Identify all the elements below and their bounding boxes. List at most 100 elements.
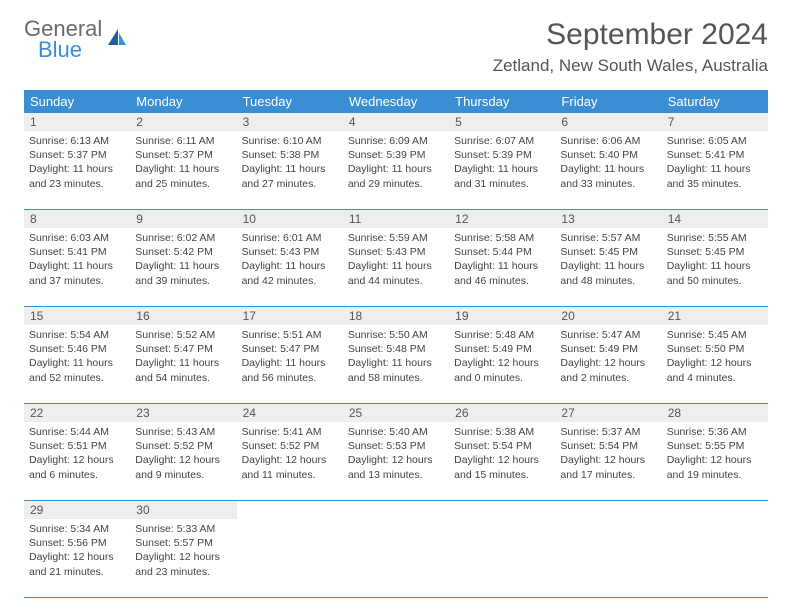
day-header-cell: Sunday xyxy=(24,90,130,113)
day-cell: Sunrise: 6:01 AMSunset: 5:43 PMDaylight:… xyxy=(237,228,343,306)
day2-line: and 6 minutes. xyxy=(29,468,125,482)
day1-line: Daylight: 11 hours xyxy=(454,259,550,273)
day1-line: Daylight: 11 hours xyxy=(29,162,125,176)
sunset-line: Sunset: 5:55 PM xyxy=(667,439,763,453)
day2-line: and 42 minutes. xyxy=(242,274,338,288)
day-number xyxy=(343,501,449,519)
day2-line: and 23 minutes. xyxy=(135,565,231,579)
sunrise-line: Sunrise: 5:37 AM xyxy=(560,425,656,439)
day-cell: Sunrise: 5:48 AMSunset: 5:49 PMDaylight:… xyxy=(449,325,555,403)
day-cell: Sunrise: 5:45 AMSunset: 5:50 PMDaylight:… xyxy=(662,325,768,403)
sunrise-line: Sunrise: 5:57 AM xyxy=(560,231,656,245)
day2-line: and 27 minutes. xyxy=(242,177,338,191)
sunset-line: Sunset: 5:53 PM xyxy=(348,439,444,453)
day1-line: Daylight: 11 hours xyxy=(242,162,338,176)
day-number: 20 xyxy=(555,307,661,325)
sunset-line: Sunset: 5:39 PM xyxy=(348,148,444,162)
sunset-line: Sunset: 5:41 PM xyxy=(29,245,125,259)
day2-line: and 56 minutes. xyxy=(242,371,338,385)
day1-line: Daylight: 12 hours xyxy=(135,453,231,467)
sunset-line: Sunset: 5:52 PM xyxy=(135,439,231,453)
day-number: 10 xyxy=(237,210,343,228)
day-number: 28 xyxy=(662,404,768,422)
day1-line: Daylight: 12 hours xyxy=(242,453,338,467)
sunset-line: Sunset: 5:49 PM xyxy=(454,342,550,356)
sunrise-line: Sunrise: 5:54 AM xyxy=(29,328,125,342)
day-number xyxy=(662,501,768,519)
day1-line: Daylight: 11 hours xyxy=(667,259,763,273)
day-number: 19 xyxy=(449,307,555,325)
empty-cell xyxy=(555,519,661,597)
sunset-line: Sunset: 5:47 PM xyxy=(242,342,338,356)
day2-line: and 44 minutes. xyxy=(348,274,444,288)
sunset-line: Sunset: 5:45 PM xyxy=(667,245,763,259)
day1-line: Daylight: 11 hours xyxy=(560,162,656,176)
calendar: SundayMondayTuesdayWednesdayThursdayFrid… xyxy=(24,90,768,598)
location: Zetland, New South Wales, Australia xyxy=(493,56,768,76)
sunrise-line: Sunrise: 5:40 AM xyxy=(348,425,444,439)
day-cell: Sunrise: 5:55 AMSunset: 5:45 PMDaylight:… xyxy=(662,228,768,306)
sunset-line: Sunset: 5:43 PM xyxy=(242,245,338,259)
day1-line: Daylight: 12 hours xyxy=(454,453,550,467)
logo: General Blue xyxy=(24,18,128,61)
sunrise-line: Sunrise: 6:02 AM xyxy=(135,231,231,245)
day-header-cell: Saturday xyxy=(662,90,768,113)
day-number xyxy=(449,501,555,519)
sunset-line: Sunset: 5:38 PM xyxy=(242,148,338,162)
day-number: 27 xyxy=(555,404,661,422)
sunrise-line: Sunrise: 6:03 AM xyxy=(29,231,125,245)
day2-line: and 13 minutes. xyxy=(348,468,444,482)
day-number: 23 xyxy=(130,404,236,422)
day2-line: and 11 minutes. xyxy=(242,468,338,482)
day-header-cell: Thursday xyxy=(449,90,555,113)
day1-line: Daylight: 11 hours xyxy=(348,259,444,273)
sunrise-line: Sunrise: 6:13 AM xyxy=(29,134,125,148)
day1-line: Daylight: 11 hours xyxy=(348,162,444,176)
sunrise-line: Sunrise: 5:44 AM xyxy=(29,425,125,439)
day2-line: and 33 minutes. xyxy=(560,177,656,191)
day1-line: Daylight: 11 hours xyxy=(29,356,125,370)
day-number: 22 xyxy=(24,404,130,422)
day1-line: Daylight: 11 hours xyxy=(348,356,444,370)
sunrise-line: Sunrise: 5:41 AM xyxy=(242,425,338,439)
sunrise-line: Sunrise: 5:50 AM xyxy=(348,328,444,342)
sunrise-line: Sunrise: 5:51 AM xyxy=(242,328,338,342)
day2-line: and 9 minutes. xyxy=(135,468,231,482)
sunset-line: Sunset: 5:37 PM xyxy=(29,148,125,162)
day-number xyxy=(237,501,343,519)
sunset-line: Sunset: 5:51 PM xyxy=(29,439,125,453)
day2-line: and 25 minutes. xyxy=(135,177,231,191)
day1-line: Daylight: 12 hours xyxy=(667,356,763,370)
sunset-line: Sunset: 5:52 PM xyxy=(242,439,338,453)
day-number: 15 xyxy=(24,307,130,325)
day-number: 2 xyxy=(130,113,236,131)
day1-line: Daylight: 12 hours xyxy=(454,356,550,370)
day-header-row: SundayMondayTuesdayWednesdayThursdayFrid… xyxy=(24,90,768,113)
sunset-line: Sunset: 5:42 PM xyxy=(135,245,231,259)
day-cell: Sunrise: 5:51 AMSunset: 5:47 PMDaylight:… xyxy=(237,325,343,403)
sunset-line: Sunset: 5:45 PM xyxy=(560,245,656,259)
week-row: Sunrise: 5:44 AMSunset: 5:51 PM Daylight:… xyxy=(24,422,768,501)
day-number: 6 xyxy=(555,113,661,131)
sunset-line: Sunset: 5:47 PM xyxy=(135,342,231,356)
day-cell: Sunrise: 5:33 AMSunset: 5:57 PMDaylight:… xyxy=(130,519,236,597)
sunset-line: Sunset: 5:40 PM xyxy=(560,148,656,162)
title-block: September 2024 Zetland, New South Wales,… xyxy=(493,18,768,76)
day2-line: and 48 minutes. xyxy=(560,274,656,288)
day2-line: and 2 minutes. xyxy=(560,371,656,385)
sunset-line: Sunset: 5:44 PM xyxy=(454,245,550,259)
sunrise-line: Sunrise: 5:38 AM xyxy=(454,425,550,439)
sunrise-line: Sunrise: 5:36 AM xyxy=(667,425,763,439)
day-number: 7 xyxy=(662,113,768,131)
day-number: 25 xyxy=(343,404,449,422)
sunrise-line: Sunrise: 5:47 AM xyxy=(560,328,656,342)
sunrise-line: Sunrise: 5:55 AM xyxy=(667,231,763,245)
daynum-row: 15161718192021 xyxy=(24,307,768,325)
sunset-line: Sunset: 5:56 PM xyxy=(29,536,125,550)
day1-line: Daylight: 12 hours xyxy=(560,356,656,370)
day-cell: Sunrise: 5:57 AMSunset: 5:45 PMDaylight:… xyxy=(555,228,661,306)
week-row: Sunrise: 6:03 AMSunset: 5:41 PM Daylight:… xyxy=(24,228,768,307)
day-header-cell: Monday xyxy=(130,90,236,113)
day-cell: Sunrise: 6:07 AMSunset: 5:39 PMDaylight:… xyxy=(449,131,555,209)
day-cell: Sunrise: 6:11 AMSunset: 5:37 PMDaylight:… xyxy=(130,131,236,209)
